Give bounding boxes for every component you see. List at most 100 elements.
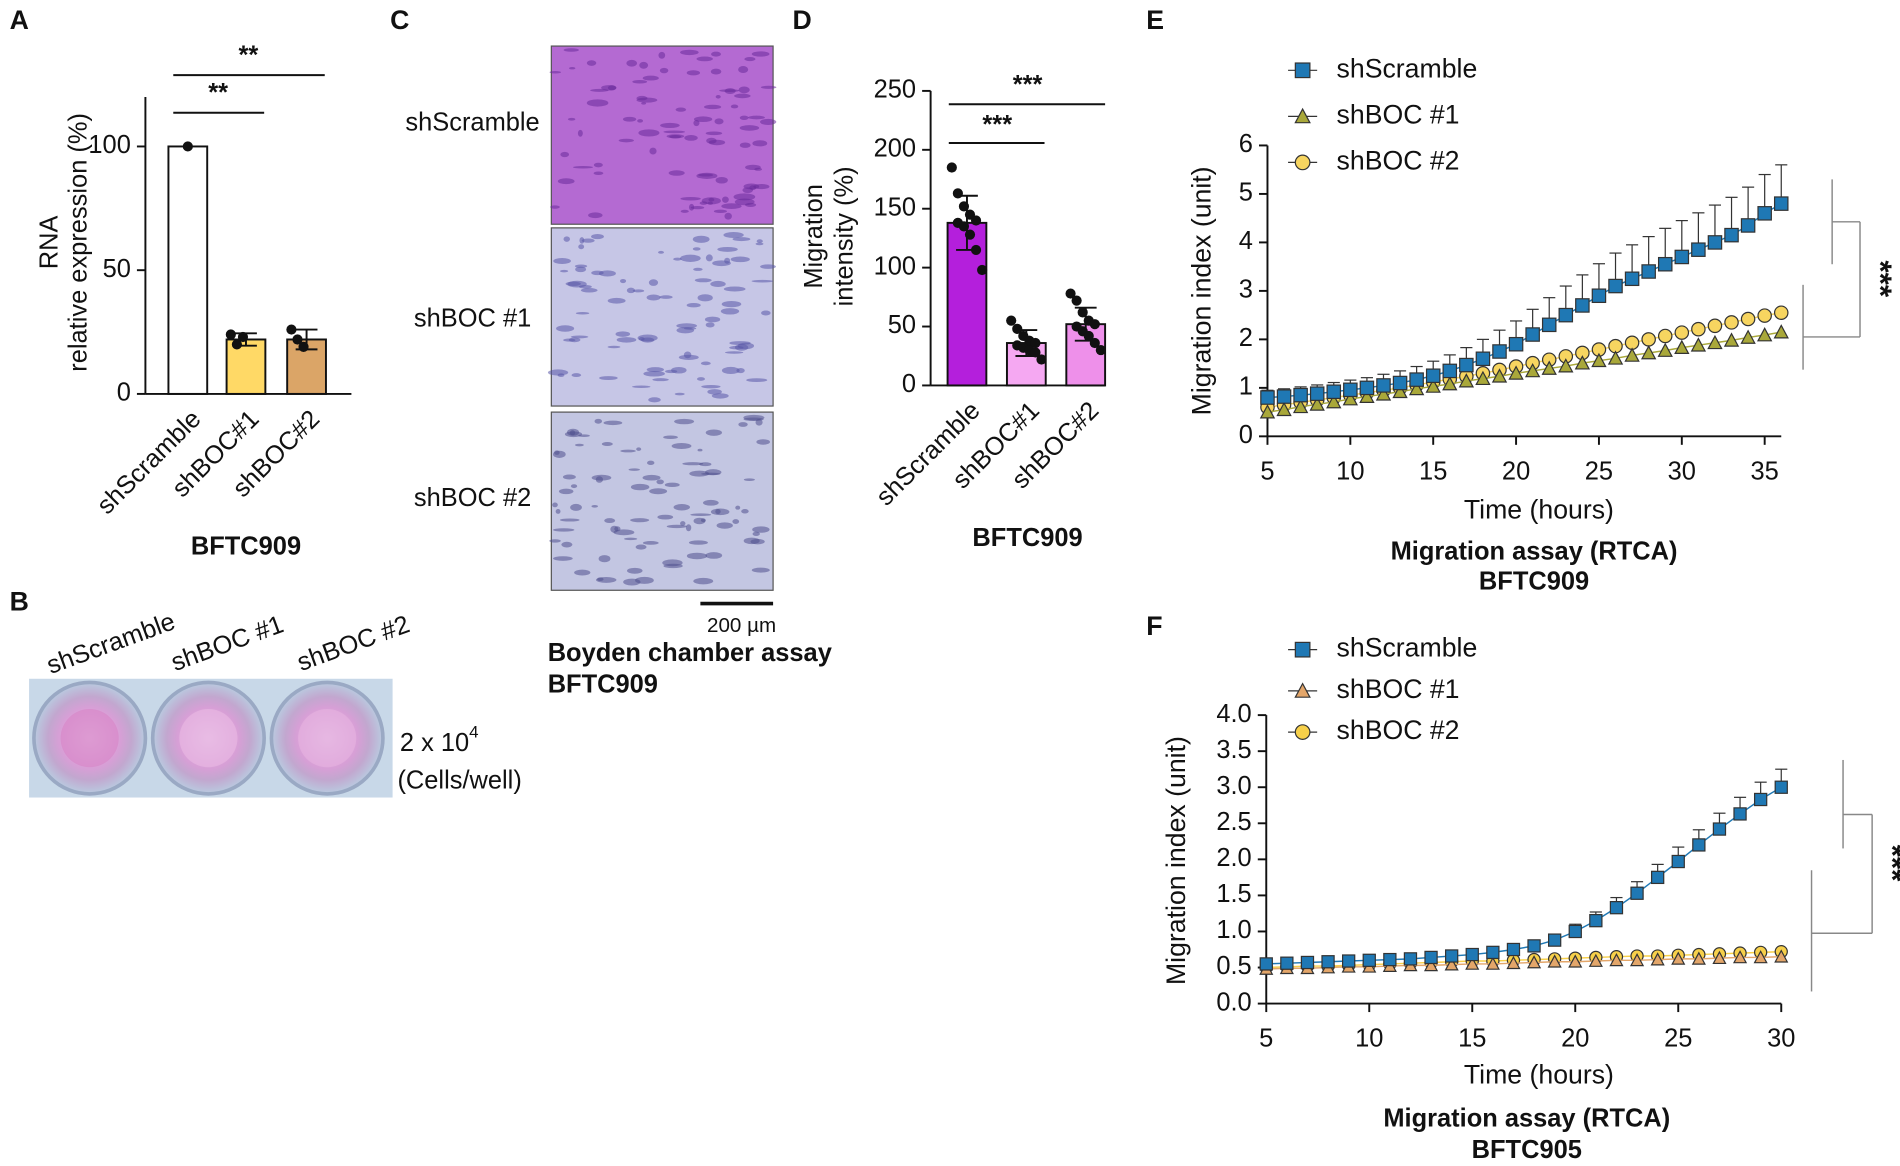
- marker: [1465, 956, 1480, 970]
- marker: [1341, 954, 1356, 968]
- cell: [615, 331, 631, 337]
- series-line: [1267, 202, 1782, 399]
- cell: [723, 286, 746, 292]
- caption: Migration assay (RTCA): [1383, 1105, 1670, 1133]
- marker: [1425, 378, 1441, 393]
- row-label: shBOC #2: [414, 484, 531, 512]
- y-axis-label: Migration index (unit): [1161, 736, 1191, 985]
- marker: [1541, 317, 1557, 333]
- cell: [732, 519, 740, 524]
- cell: [565, 281, 581, 287]
- marker: [1383, 952, 1397, 967]
- marker: [1444, 957, 1459, 971]
- marker: [1359, 380, 1375, 396]
- marker: [1362, 953, 1376, 967]
- cell: [674, 392, 685, 396]
- cell: [570, 335, 589, 339]
- panel-letter: F: [1146, 611, 1162, 641]
- x-tick-label: 5: [1259, 1025, 1273, 1053]
- marker: [1259, 957, 1273, 971]
- cell: [662, 559, 683, 567]
- marker: [1607, 350, 1624, 365]
- marker: [1657, 256, 1673, 272]
- cell: [668, 170, 685, 176]
- marker: [1757, 206, 1772, 221]
- cell: [684, 135, 698, 141]
- cell: [599, 376, 618, 381]
- cell: [577, 129, 583, 137]
- data-point: [1083, 330, 1094, 342]
- marker: [1690, 337, 1707, 352]
- y-tick-label: 3.0: [1216, 772, 1251, 800]
- marker: [1609, 952, 1624, 967]
- marker: [1624, 271, 1640, 287]
- cell: [760, 264, 776, 269]
- marker: [1465, 947, 1479, 962]
- marker: [1425, 368, 1441, 384]
- cell: [659, 295, 673, 299]
- cell: [553, 257, 571, 265]
- significance-label: ***: [1863, 260, 1899, 298]
- cell: [690, 513, 712, 517]
- cell: [666, 524, 687, 529]
- cell: [686, 70, 701, 76]
- cell: [607, 297, 626, 304]
- cell: [756, 239, 763, 244]
- cell: [738, 86, 750, 94]
- cell: [616, 337, 637, 343]
- cell: [702, 499, 719, 506]
- marker: [1674, 249, 1690, 265]
- cell: [597, 577, 604, 581]
- marker: [1508, 365, 1524, 380]
- marker: [1300, 955, 1315, 970]
- cell: [563, 48, 579, 52]
- marker: [1773, 324, 1789, 339]
- legend-label: shBOC #2: [1337, 145, 1460, 175]
- cell: [723, 232, 744, 238]
- marker: [1773, 305, 1789, 320]
- significance-label: ***: [1875, 845, 1900, 883]
- cell: [657, 514, 674, 520]
- cell: [760, 118, 777, 126]
- cell: [652, 378, 669, 382]
- marker: [1343, 382, 1358, 398]
- x-tick-label: 30: [1767, 1025, 1795, 1053]
- y-tick-label: 0: [902, 370, 916, 398]
- marker: [1568, 924, 1582, 939]
- y-tick-label: 50: [888, 311, 916, 339]
- data-point: [1036, 354, 1047, 365]
- cell: [707, 389, 722, 395]
- cell: [751, 279, 774, 283]
- cell: [717, 246, 738, 252]
- marker: [1326, 393, 1342, 409]
- marker: [1588, 953, 1603, 967]
- significance-label: **: [208, 79, 228, 107]
- cell: [639, 61, 649, 69]
- cell: [711, 51, 721, 57]
- marker: [1276, 401, 1292, 417]
- cell: [761, 310, 771, 316]
- cell: [561, 541, 573, 548]
- cell: [643, 370, 665, 377]
- cell: [734, 93, 751, 99]
- well-label: shScramble: [43, 607, 179, 679]
- cell-count: 2 x 104: [400, 723, 479, 757]
- marker: [1276, 389, 1292, 404]
- cell: [674, 418, 695, 425]
- cell: [744, 57, 756, 62]
- cell: [721, 203, 742, 210]
- cell: [735, 505, 741, 510]
- cell: [647, 460, 655, 466]
- marker: [1486, 945, 1500, 960]
- cell: [748, 115, 765, 120]
- y-tick-label: 100: [874, 252, 916, 280]
- marker: [1423, 958, 1439, 972]
- cell: [693, 577, 714, 585]
- x-tick-label: 30: [1668, 457, 1696, 485]
- cell: [693, 116, 713, 123]
- cell: [642, 474, 661, 481]
- scale-label: 200 µm: [707, 614, 776, 637]
- cell: [697, 377, 705, 381]
- cell: [560, 269, 569, 273]
- cell: [594, 418, 603, 424]
